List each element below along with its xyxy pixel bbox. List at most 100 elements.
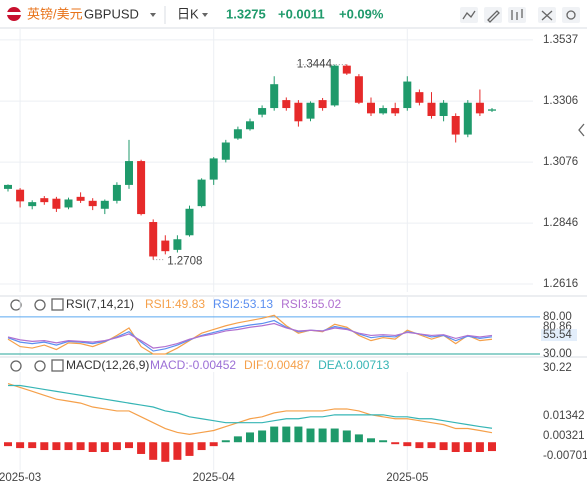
histogram-bar <box>16 442 25 449</box>
legend-entry: DIF:0.00487 <box>244 358 310 372</box>
histogram-bar <box>427 442 436 449</box>
histogram-bar <box>28 442 37 449</box>
candle-body <box>88 200 97 207</box>
x-tick-label: 2025-04 <box>193 472 236 484</box>
candle-body <box>149 222 158 257</box>
y-tick-label: 80.00 <box>543 311 572 323</box>
candle-body <box>367 102 375 114</box>
candle-body <box>475 102 484 114</box>
y-tick-label: 1.3306 <box>543 95 578 107</box>
histogram-bar <box>233 436 242 443</box>
checkbox[interactable] <box>51 298 64 311</box>
histogram-bar <box>52 442 61 451</box>
legend-entry: DEA:0.00713 <box>318 358 390 372</box>
candle-body <box>100 200 109 209</box>
histogram-bar <box>379 440 388 443</box>
settings-icon[interactable] <box>34 299 46 311</box>
histogram-bar <box>391 442 400 445</box>
flag-stripe <box>7 12 21 15</box>
candle-body <box>488 109 496 111</box>
visibility-icon[interactable] <box>10 360 22 372</box>
histogram-bar <box>149 442 158 460</box>
pair-name[interactable]: 英镑/美元 <box>27 6 83 21</box>
candle-body <box>379 108 388 114</box>
x-tick-label: 2025-03 <box>0 472 41 484</box>
rsi-title: RSI(7,14,21) <box>66 297 134 311</box>
histogram-bar <box>137 442 146 454</box>
indicator-line <box>7 322 493 349</box>
histogram-bar <box>76 442 85 451</box>
chart-type-icon <box>511 9 523 20</box>
histogram-bar <box>270 426 279 443</box>
histogram-bar <box>488 442 496 452</box>
indicator-icon <box>462 10 476 20</box>
candle-body <box>221 142 230 160</box>
y-tick-label: -0.00701 <box>543 450 587 462</box>
min-label: 30.22 <box>543 362 572 374</box>
legend-entry: MACD:-0.00452 <box>150 358 236 372</box>
histogram-bar <box>354 434 363 443</box>
candle-body <box>258 108 267 115</box>
symbol[interactable]: GBPUSD <box>84 6 139 21</box>
settings-icon <box>566 10 576 20</box>
histogram-bar <box>246 432 254 443</box>
histogram-bar <box>306 428 315 443</box>
histogram-bar <box>4 442 12 447</box>
histogram-bar <box>294 426 303 443</box>
histogram-bar <box>40 442 49 451</box>
histogram-bar <box>197 442 206 451</box>
settings-button[interactable] <box>562 7 580 23</box>
y-tick-label: 30.00 <box>543 348 572 360</box>
candle-body <box>161 240 170 252</box>
candle-body <box>137 161 146 215</box>
histogram-bar <box>367 438 375 443</box>
candle-body <box>318 100 327 109</box>
last-price: 1.3275 <box>226 6 266 21</box>
histogram-bar <box>209 442 218 447</box>
toolbar <box>460 7 580 23</box>
candle-body <box>112 184 121 201</box>
candle-body <box>197 179 206 207</box>
indicator-line <box>7 382 493 436</box>
period[interactable]: 日K <box>177 6 199 21</box>
histogram-bar <box>475 442 484 453</box>
price-change-pct: +0.09% <box>339 6 384 21</box>
histogram-bar <box>451 442 460 453</box>
histogram-bar <box>88 442 97 453</box>
draw-icon <box>487 10 500 23</box>
high-annotation: 1.3444 <box>297 59 333 71</box>
candle-body <box>294 102 303 122</box>
candle-body <box>391 108 400 114</box>
candle-body <box>76 196 85 201</box>
dropdown-arrow[interactable] <box>202 13 208 17</box>
histogram-bar <box>342 430 351 443</box>
legend-entry: RSI2:53.13 <box>213 297 273 311</box>
y-tick-label: 1.2616 <box>543 278 578 290</box>
dropdown-arrow[interactable] <box>150 13 156 17</box>
visibility-icon[interactable] <box>10 299 22 311</box>
side-panel-toggle[interactable] <box>578 123 585 137</box>
histogram-bar <box>125 442 133 449</box>
histogram-bar <box>318 428 327 443</box>
indicator-line <box>8 384 493 429</box>
histogram-bar <box>258 430 267 443</box>
settings-icon[interactable] <box>34 360 46 372</box>
candle-body <box>354 76 363 103</box>
candle-body <box>403 81 412 109</box>
histogram-bar <box>439 442 448 451</box>
macd-title: MACD(12,26,9) <box>66 358 149 372</box>
indicator-line <box>7 314 493 355</box>
y-tick-label: 0.01342 <box>543 410 585 422</box>
candle-body <box>439 102 448 116</box>
candle-body <box>282 100 291 109</box>
histogram-bar <box>282 426 291 443</box>
candle-body <box>52 198 61 209</box>
candle-body <box>173 239 182 250</box>
fullscreen-icon <box>541 10 553 21</box>
legend-entry: RSI1:49.83 <box>145 297 205 311</box>
candle-body <box>4 184 12 189</box>
checkbox[interactable] <box>51 359 64 372</box>
candle-body <box>330 65 339 106</box>
price-change: +0.0011 <box>278 6 325 21</box>
